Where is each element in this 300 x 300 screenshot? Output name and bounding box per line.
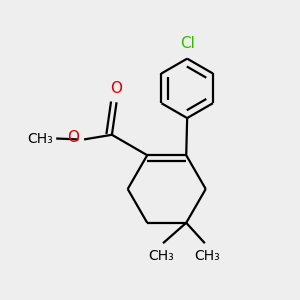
Text: O: O: [110, 81, 122, 96]
Text: CH₃: CH₃: [148, 249, 174, 263]
Text: CH₃: CH₃: [28, 131, 53, 146]
Text: O: O: [68, 130, 80, 145]
Text: CH₃: CH₃: [194, 249, 220, 263]
Text: Cl: Cl: [180, 36, 195, 51]
